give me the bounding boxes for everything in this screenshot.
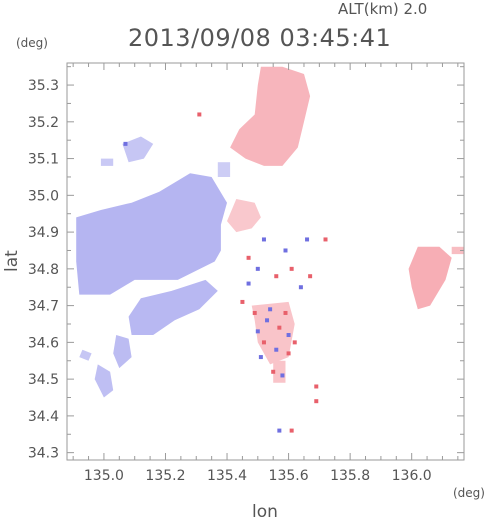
speckle-negative bbox=[286, 333, 291, 338]
echo-region-negative bbox=[79, 349, 92, 361]
y-tick-label: 34.6 bbox=[28, 335, 59, 351]
echo-region-negative bbox=[122, 136, 154, 163]
speckle-positive bbox=[286, 351, 291, 356]
speckle-negative bbox=[277, 428, 282, 433]
speckle-positive bbox=[277, 325, 282, 330]
y-tick-label: 34.8 bbox=[28, 262, 59, 278]
speckle-negative bbox=[283, 248, 288, 253]
speckle-negative bbox=[261, 237, 266, 242]
speckle-negative bbox=[280, 373, 285, 378]
y-tick-label: 35.2 bbox=[28, 115, 59, 131]
speckle-positive bbox=[314, 399, 319, 404]
y-unit-label: (deg) bbox=[16, 36, 48, 50]
speckle-negative bbox=[298, 285, 303, 290]
echo-region-negative bbox=[113, 335, 132, 369]
echo-regions bbox=[76, 66, 464, 398]
y-tick-label: 34.3 bbox=[28, 446, 59, 462]
altitude-label: ALT(km) 2.0 bbox=[338, 0, 428, 18]
x-tick-label: 135.2 bbox=[145, 468, 185, 484]
speckle-positive bbox=[308, 274, 313, 279]
speckle-negative bbox=[258, 355, 263, 360]
axis-ticks: 135.0 135.2 135.4 135.6 135.8 136.0 34.3 34.4 34… bbox=[28, 63, 464, 484]
echo-region-negative bbox=[128, 279, 218, 335]
x-tick-label: 135.4 bbox=[207, 468, 247, 484]
speckle-negative bbox=[265, 318, 270, 323]
x-tick-label: 136.0 bbox=[392, 468, 432, 484]
speckle-negative bbox=[123, 141, 128, 146]
speckle-positive bbox=[289, 428, 294, 433]
echo-region-positive bbox=[451, 246, 464, 255]
x-tick-label: 135.0 bbox=[84, 468, 124, 484]
timestamp-title: 2013/09/08 03:45:41 bbox=[128, 24, 392, 52]
y-tick-label: 35.3 bbox=[28, 78, 59, 94]
speckle-positive bbox=[292, 340, 297, 345]
speckle-positive bbox=[240, 299, 245, 304]
echo-region-negative bbox=[76, 173, 227, 295]
echo-speckles bbox=[123, 112, 328, 433]
y-tick-label: 35.1 bbox=[28, 152, 59, 168]
echo-region-positive bbox=[408, 246, 452, 310]
speckle-positive bbox=[283, 310, 288, 315]
speckle-negative bbox=[246, 281, 251, 286]
echo-region-negative bbox=[100, 158, 114, 166]
speckle-positive bbox=[323, 237, 328, 242]
y-tick-label: 34.7 bbox=[28, 299, 59, 315]
echo-region-positive bbox=[227, 199, 261, 233]
echo-region-positive bbox=[251, 301, 295, 365]
y-tick-label: 34.5 bbox=[28, 372, 59, 388]
speckle-negative bbox=[268, 307, 273, 312]
speckle-positive bbox=[197, 112, 202, 117]
speckle-positive bbox=[246, 255, 251, 260]
speckle-positive bbox=[274, 274, 279, 279]
speckle-positive bbox=[261, 340, 266, 345]
y-tick-label: 34.4 bbox=[28, 409, 59, 425]
speckle-positive bbox=[252, 310, 257, 315]
echo-region-positive bbox=[230, 66, 311, 166]
y-tick-label: 34.9 bbox=[28, 225, 59, 241]
speckle-negative bbox=[255, 266, 260, 271]
x-tick-label: 135.8 bbox=[330, 468, 370, 484]
plot-frame bbox=[66, 62, 465, 461]
speckle-positive bbox=[314, 384, 319, 389]
x-tick-label: 135.6 bbox=[269, 468, 309, 484]
echo-region-negative bbox=[94, 364, 114, 398]
speckle-negative bbox=[255, 329, 260, 334]
y-tick-label: 35.0 bbox=[28, 188, 59, 204]
x-axis-title: lon bbox=[252, 502, 278, 522]
speckle-positive bbox=[289, 266, 294, 271]
echo-region-negative bbox=[217, 162, 231, 177]
speckle-negative bbox=[274, 347, 279, 352]
speckle-negative bbox=[305, 237, 310, 242]
x-unit-label: (deg) bbox=[453, 486, 485, 500]
speckle-positive bbox=[271, 369, 276, 374]
